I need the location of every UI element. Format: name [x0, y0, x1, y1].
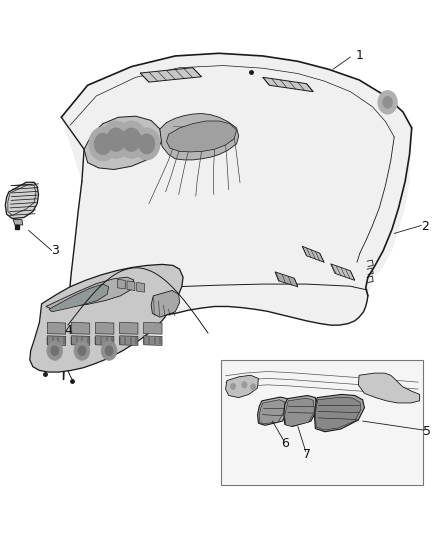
Polygon shape [144, 322, 162, 334]
Circle shape [106, 127, 126, 152]
Polygon shape [144, 336, 162, 345]
Polygon shape [263, 77, 313, 92]
Circle shape [101, 341, 117, 360]
Text: 4: 4 [64, 324, 72, 337]
Polygon shape [284, 395, 317, 426]
Polygon shape [71, 322, 90, 334]
Polygon shape [5, 182, 39, 219]
Circle shape [74, 341, 90, 360]
Polygon shape [160, 114, 239, 160]
Polygon shape [49, 284, 109, 312]
Polygon shape [120, 336, 138, 345]
Circle shape [47, 341, 63, 360]
Text: 5: 5 [423, 425, 431, 438]
Circle shape [94, 133, 112, 155]
Polygon shape [275, 272, 298, 287]
Circle shape [138, 134, 155, 155]
Circle shape [382, 96, 393, 109]
Polygon shape [166, 121, 237, 152]
Polygon shape [285, 398, 314, 426]
Polygon shape [226, 375, 258, 398]
FancyBboxPatch shape [221, 360, 423, 485]
Polygon shape [137, 282, 145, 292]
Polygon shape [46, 277, 134, 309]
Text: 2: 2 [421, 220, 429, 233]
Circle shape [378, 91, 397, 114]
Circle shape [134, 128, 160, 160]
Polygon shape [258, 397, 288, 425]
Polygon shape [140, 68, 201, 82]
Polygon shape [95, 336, 114, 345]
Text: 3: 3 [51, 244, 59, 257]
Text: 1: 1 [355, 50, 363, 62]
Polygon shape [331, 264, 355, 280]
Polygon shape [117, 279, 125, 289]
Polygon shape [259, 400, 285, 424]
Polygon shape [358, 373, 420, 403]
Circle shape [105, 345, 113, 356]
Text: 7: 7 [303, 448, 311, 461]
Polygon shape [47, 336, 66, 345]
Circle shape [89, 127, 117, 161]
Polygon shape [151, 290, 180, 317]
Polygon shape [315, 397, 361, 430]
Polygon shape [13, 220, 23, 225]
Polygon shape [127, 281, 135, 290]
Circle shape [230, 383, 236, 390]
Circle shape [101, 121, 131, 158]
Polygon shape [84, 116, 162, 169]
Circle shape [121, 127, 141, 152]
Circle shape [116, 121, 147, 158]
Polygon shape [314, 394, 364, 432]
Circle shape [242, 382, 247, 388]
Polygon shape [120, 322, 138, 334]
Polygon shape [47, 322, 66, 334]
Polygon shape [61, 53, 412, 379]
Polygon shape [302, 246, 324, 262]
Circle shape [78, 345, 86, 356]
Polygon shape [30, 264, 183, 372]
Polygon shape [71, 336, 90, 345]
Circle shape [50, 345, 59, 356]
Circle shape [251, 384, 256, 390]
Polygon shape [95, 322, 114, 334]
Text: 6: 6 [281, 437, 289, 450]
